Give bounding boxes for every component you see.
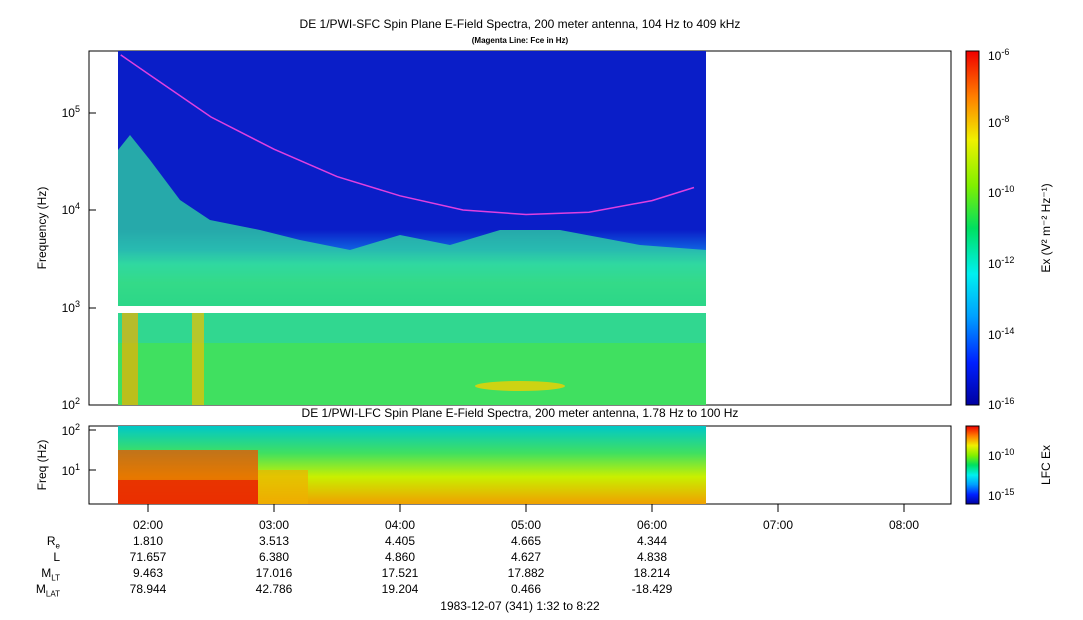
top-spectrogram-burst-1 (122, 313, 138, 405)
x-tick-label: 07:00 (762, 518, 794, 532)
top-y-axis: 102 103 104 105 Frequency (Hz) (35, 104, 96, 412)
ephemeris-value: 19.204 (381, 582, 419, 596)
bottom-colorbar-gradient (965, 425, 980, 505)
top-colorbar-tick: 10-12 (988, 255, 1014, 271)
ephemeris-value: 4.405 (384, 534, 416, 548)
x-tick-label: 04:00 (384, 518, 416, 532)
ephemeris-value: 6.380 (258, 550, 290, 564)
ephemeris-value: 78.944 (129, 582, 167, 596)
top-spectrogram-low-band-upper (118, 313, 706, 343)
top-colorbar: 10-6 10-8 10-10 10-12 10-14 10-16 Ex (V²… (965, 47, 1053, 412)
top-spectrogram (118, 51, 706, 405)
top-panel-title: DE 1/PWI-SFC Spin Plane E-Field Spectra,… (299, 17, 741, 31)
bottom-panel-title: DE 1/PWI-LFC Spin Plane E-Field Spectra,… (301, 406, 739, 420)
top-colorbar-label: Ex (V² m⁻² Hz⁻¹) (1039, 183, 1053, 272)
bottom-y-axis: 101 102 Freq (Hz) (35, 422, 96, 490)
footer-date-range: 1983-12-07 (341) 1:32 to 8:22 (440, 599, 600, 613)
ephemeris-value: 3.513 (258, 534, 290, 548)
ephemeris-value: 17.016 (255, 566, 293, 580)
top-spectrogram-hotspot (475, 381, 565, 391)
x-axis (147, 504, 905, 512)
top-y-tick-label: 102 (62, 396, 80, 412)
x-tick-label: 06:00 (636, 518, 668, 532)
ephemeris-value: 71.657 (129, 550, 167, 564)
bottom-colorbar-tick: 10-15 (988, 487, 1014, 503)
ephemeris-label-mlt: MLT (41, 566, 60, 583)
x-tick-label: 03:00 (258, 518, 290, 532)
ephemeris-label-mlat: MLAT (35, 582, 60, 599)
x-tick-label: 05:00 (510, 518, 542, 532)
ephemeris-value: 17.882 (507, 566, 545, 580)
ephemeris-value: 4.344 (636, 534, 668, 548)
ephemeris-value: 9.463 (132, 566, 164, 580)
ephemeris-value: 1.810 (132, 534, 164, 548)
ephemeris-value: 4.838 (636, 550, 668, 564)
bottom-y-axis-label: Freq (Hz) (35, 440, 49, 491)
x-tick-label: 08:00 (888, 518, 920, 532)
ephemeris-value: -18.429 (631, 582, 673, 596)
ephemeris-label-l: L (53, 550, 60, 564)
ephemeris-value: 0.466 (510, 582, 542, 596)
ephemeris-value: 17.521 (381, 566, 419, 580)
ephemeris-value: 4.665 (510, 534, 542, 548)
ephemeris-value: 18.214 (633, 566, 671, 580)
bottom-spectrogram (118, 426, 706, 504)
ephemeris-value: 4.627 (510, 550, 542, 564)
top-colorbar-gradient (965, 50, 980, 406)
ephemeris-label-re: Re (46, 534, 60, 551)
top-colorbar-tick: 10-6 (988, 47, 1009, 63)
top-spectrogram-emission-region (118, 135, 706, 306)
top-colorbar-tick: 10-10 (988, 184, 1014, 200)
bottom-colorbar-label: LFC Ex (1039, 445, 1053, 485)
bottom-y-tick-label: 102 (62, 422, 80, 438)
ephemeris-value: 42.786 (255, 582, 293, 596)
bottom-colorbar: 10-10 10-15 LFC Ex (965, 425, 1053, 505)
bottom-spectrogram-warm-region (258, 470, 308, 504)
top-colorbar-tick: 10-8 (988, 114, 1009, 130)
ephemeris-value: 4.860 (384, 550, 416, 564)
top-spectrogram-burst-2 (192, 313, 204, 405)
bottom-spectrogram-hot-core (118, 480, 258, 504)
top-panel-subtitle: (Magenta Line: Fce in Hz) (471, 36, 569, 45)
top-colorbar-tick: 10-14 (988, 326, 1014, 342)
bottom-colorbar-tick: 10-10 (988, 447, 1014, 463)
top-y-tick-label: 104 (62, 201, 80, 217)
fce-line (120, 54, 695, 216)
x-tick-label: 02:00 (132, 518, 164, 532)
top-colorbar-tick: 10-16 (988, 396, 1014, 412)
top-y-tick-label: 105 (62, 104, 80, 120)
bottom-y-tick-label: 101 (62, 462, 80, 478)
top-y-tick-label: 103 (62, 299, 80, 315)
top-y-axis-label: Frequency (Hz) (35, 187, 49, 270)
